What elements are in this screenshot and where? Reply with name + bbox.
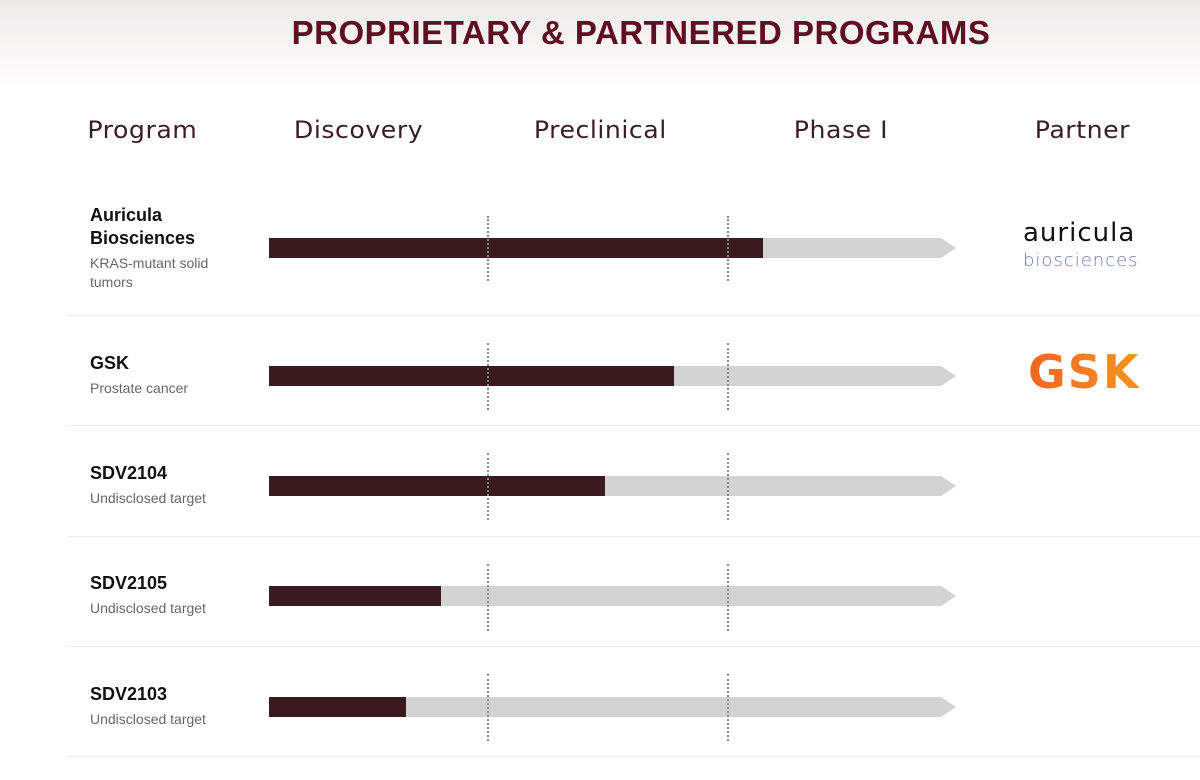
column-header-program: Program xyxy=(87,116,198,144)
stage-divider xyxy=(487,564,489,631)
column-header-partner: Partner xyxy=(1034,116,1131,144)
stage-track xyxy=(269,697,941,717)
program-name: SDV2103 xyxy=(90,684,168,704)
program-subtitle: Undisclosed target xyxy=(90,600,206,616)
page-title: PROPRIETARY & PARTNERED PROGRAMS xyxy=(291,14,991,51)
stage-divider xyxy=(727,453,729,520)
program-subtitle: KRAS-mutant solid tumors xyxy=(90,255,209,290)
stage-divider xyxy=(487,216,489,281)
progress-bar xyxy=(269,366,674,386)
auricula-logo-subtitle: biosciences xyxy=(1023,250,1139,271)
stage-divider xyxy=(487,453,489,520)
header-background xyxy=(0,0,1200,90)
program-subtitle: Prostate cancer xyxy=(90,380,189,396)
program-row: SDV2104 Undisclosed target xyxy=(67,426,1200,537)
track-arrow-tip xyxy=(941,586,956,606)
column-header-preclinical: Preclinical xyxy=(533,116,667,144)
track-arrow-tip xyxy=(941,476,956,496)
column-header-discovery: Discovery xyxy=(293,116,424,144)
program-name: SDV2105 xyxy=(90,573,168,593)
program-name: GSK xyxy=(90,353,130,373)
stage-divider xyxy=(727,674,729,741)
program-subtitle: Undisclosed target xyxy=(90,711,206,727)
program-row: SDV2105 Undisclosed target xyxy=(67,537,1200,647)
progress-bar xyxy=(269,697,406,717)
track-arrow-tip xyxy=(941,238,956,258)
track-arrow-tip xyxy=(941,366,956,386)
progress-bar xyxy=(269,586,441,606)
program-name: SDV2104 xyxy=(90,463,168,483)
track-arrow-tip xyxy=(941,697,956,717)
stage-divider xyxy=(727,564,729,631)
program-row: Auricula Biosciences KRAS-mutant solid tu… xyxy=(67,196,1200,316)
column-header-phase-1: Phase I xyxy=(793,116,889,144)
program-row: SDV2103 Undisclosed target xyxy=(67,647,1200,757)
stage-divider xyxy=(727,343,729,410)
stage-divider xyxy=(727,216,729,281)
auricula-logo: auricula xyxy=(1023,218,1136,248)
program-subtitle: Undisclosed target xyxy=(90,490,206,506)
gsk-logo: GSK xyxy=(1028,345,1141,399)
progress-bar xyxy=(269,238,763,258)
stage-divider xyxy=(487,343,489,410)
program-name: Auricula Biosciences xyxy=(90,205,196,248)
progress-bar xyxy=(269,476,605,496)
program-row: GSK Prostate cancer xyxy=(67,316,1200,426)
stage-divider xyxy=(487,674,489,741)
